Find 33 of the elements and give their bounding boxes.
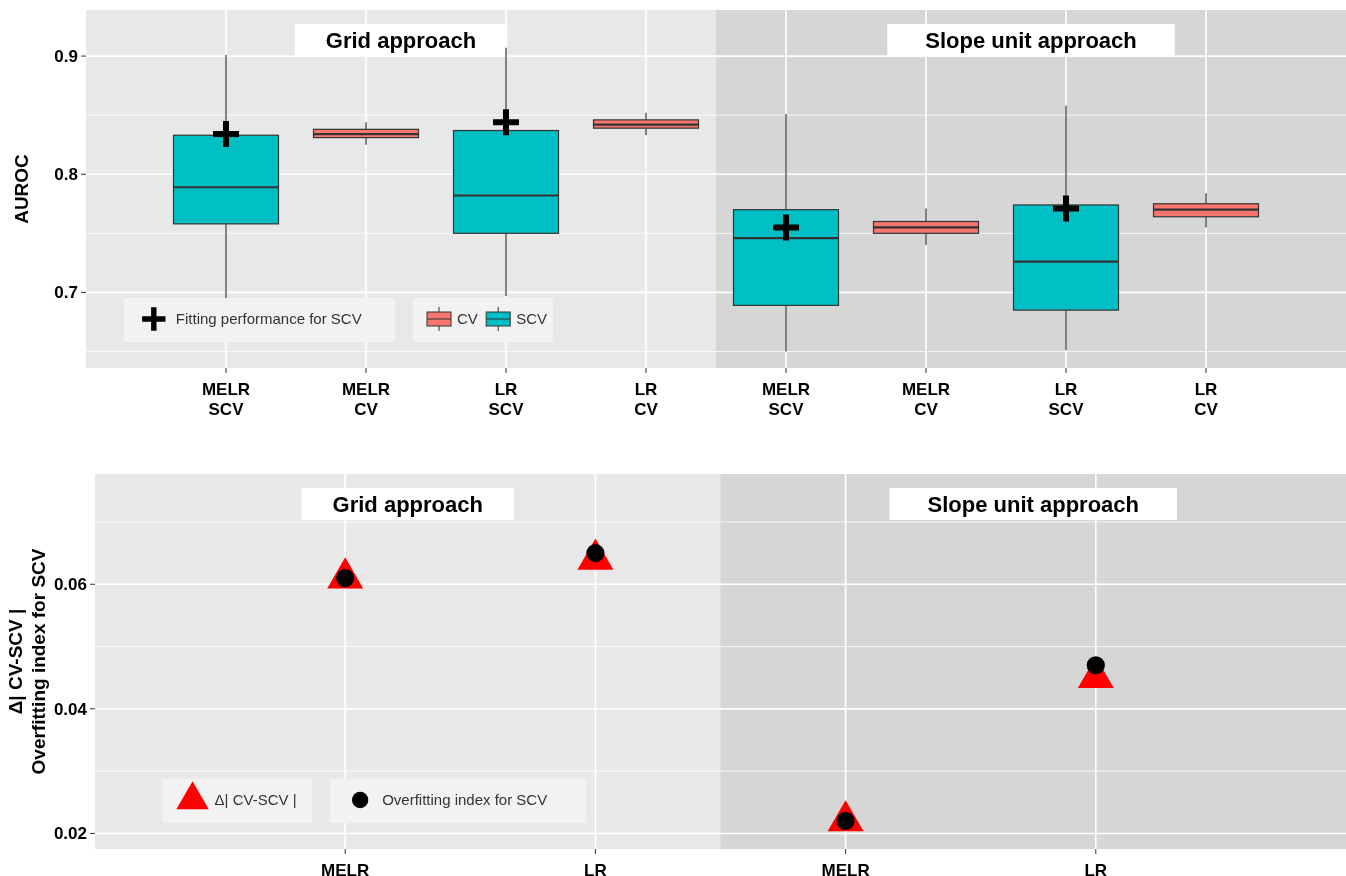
point bbox=[213, 121, 239, 148]
x-tick-label: MELR CV bbox=[341, 380, 391, 419]
point bbox=[773, 214, 799, 241]
y-tick-label: 0.7 bbox=[54, 283, 78, 303]
legend-label: SCV bbox=[516, 310, 548, 327]
annotation: Grid approach bbox=[332, 492, 483, 517]
y-axis-title: AUROC bbox=[11, 153, 32, 224]
y-axis-title: Δ| CV-SCV | Overfitting index for SCV bbox=[5, 548, 49, 775]
point bbox=[1053, 195, 1079, 222]
legend-label: Overfitting index for SCV bbox=[382, 791, 548, 808]
x-tick-label: LR SCV bbox=[1048, 380, 1085, 419]
y-tick-label: 0.04 bbox=[53, 699, 88, 719]
x-tick-label: LR bbox=[1084, 861, 1108, 876]
x-tick-label: LR bbox=[584, 861, 607, 876]
legend-label: CV bbox=[457, 310, 478, 327]
x-tick-label: LR SCV bbox=[488, 380, 525, 419]
y-tick-label: 0.9 bbox=[54, 47, 78, 67]
x-tick-label: LR CV bbox=[634, 380, 659, 419]
legend-label: Δ| CV-SCV | bbox=[214, 791, 297, 808]
x-tick-label: MELR CV bbox=[901, 380, 951, 419]
y-tick-label: 0.8 bbox=[54, 165, 78, 185]
x-tick-label: MELR bbox=[321, 861, 370, 876]
annotation: Slope unit approach bbox=[927, 492, 1139, 517]
y-tick-label: 0.06 bbox=[53, 575, 87, 595]
point bbox=[493, 109, 519, 136]
y-tick-label: 0.02 bbox=[53, 824, 87, 844]
x-tick-label: MELR SCV bbox=[761, 380, 811, 419]
annotation: Grid approach bbox=[325, 28, 477, 53]
x-tick-label: MELR SCV bbox=[201, 380, 251, 419]
x-tick-label: LR CV bbox=[1194, 380, 1219, 419]
annotation: Slope unit approach bbox=[925, 28, 1137, 53]
x-tick-label: MELR bbox=[821, 861, 870, 876]
legend-label: Fitting performance for SCV bbox=[175, 310, 362, 327]
